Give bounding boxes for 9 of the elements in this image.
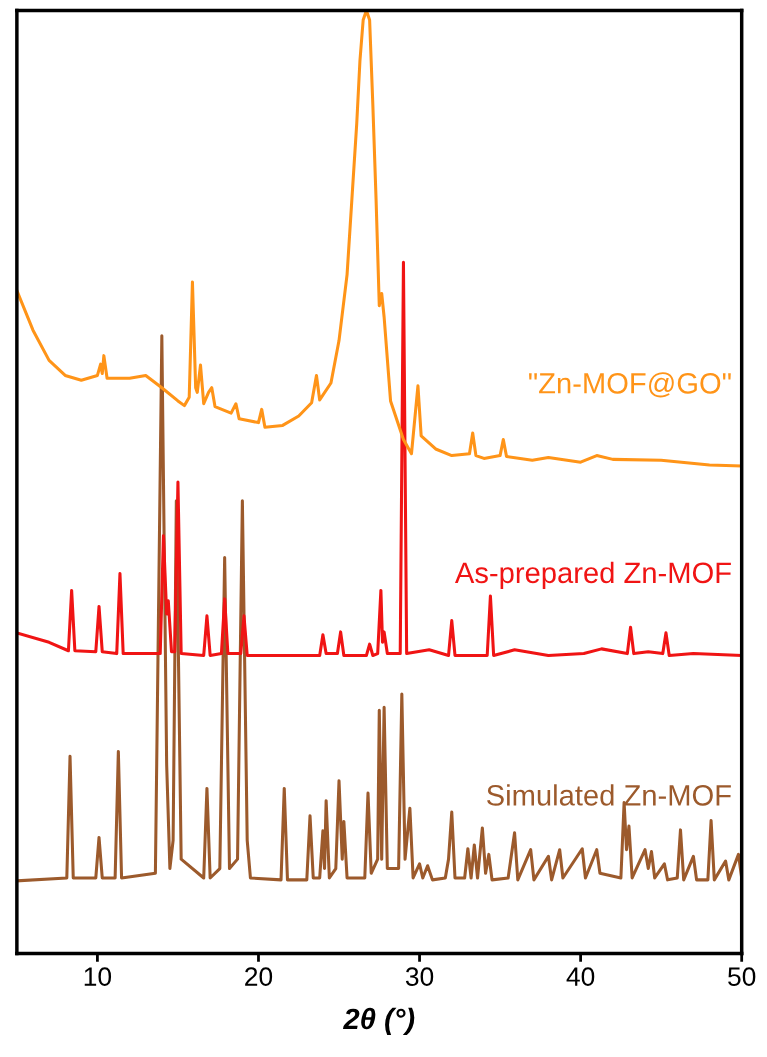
series-label: As-prepared Zn-MOF (454, 561, 731, 589)
x-tick-label: 20 (245, 967, 273, 986)
series-label: "Zn-MOF@GO" (529, 372, 731, 398)
x-axis-title: 2θ (°) (342, 1007, 415, 1036)
x-tick-label: 30 (405, 967, 434, 986)
x-tick-label: 40 (566, 967, 595, 986)
x-tick-label: 10 (84, 967, 112, 986)
series-label: Simulated Zn-MOF (487, 784, 731, 806)
x-tick-label: 50 (728, 967, 756, 986)
